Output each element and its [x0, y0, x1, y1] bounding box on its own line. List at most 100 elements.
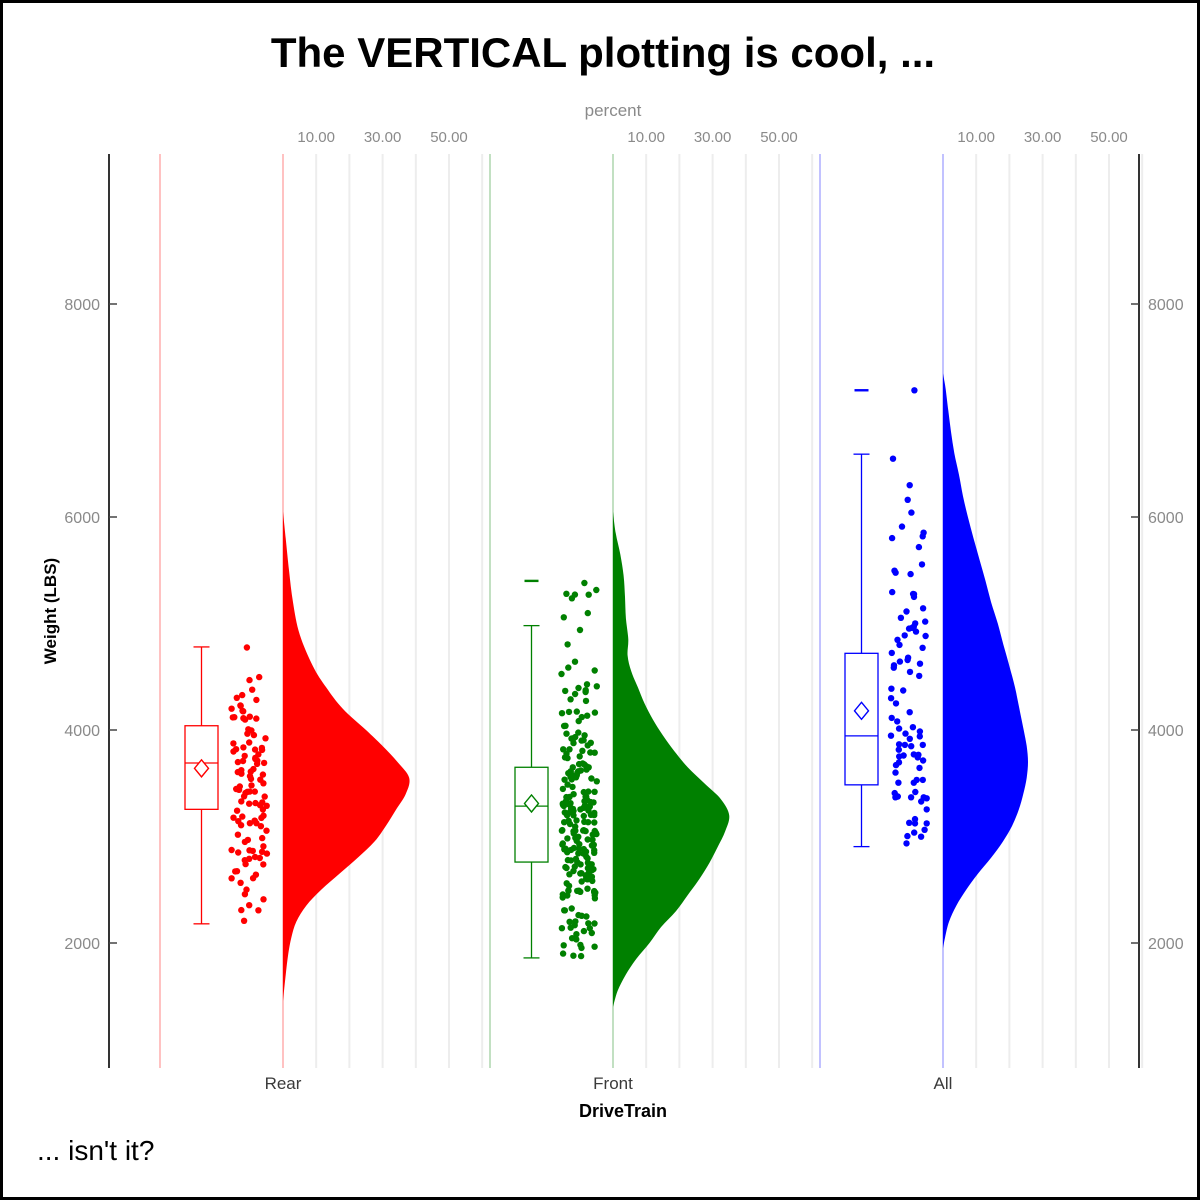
- category-tick-label: Rear: [265, 1074, 302, 1093]
- jitter-point: [564, 892, 571, 899]
- jitter-point: [241, 716, 249, 723]
- percent-tick-label: 10.00: [627, 129, 665, 146]
- jitter-point: [906, 482, 913, 489]
- jitter-point: [916, 764, 923, 772]
- jitter-point: [235, 786, 243, 793]
- jitter-point: [232, 746, 240, 753]
- jitter-point: [583, 853, 590, 860]
- jitter-point: [582, 697, 590, 705]
- jitter-point: [911, 820, 919, 827]
- jitter-point: [588, 775, 595, 782]
- jitter-point: [246, 788, 253, 795]
- jitter-point: [578, 944, 585, 952]
- jitter-point: [244, 836, 252, 844]
- jitter-point: [895, 746, 902, 753]
- jitter-point: [918, 561, 926, 568]
- jitter-point: [591, 788, 598, 795]
- half-violin-front: [613, 511, 730, 1007]
- percent-tick-label: 30.00: [364, 129, 402, 146]
- jitter-point: [887, 695, 895, 702]
- category-tick-label: All: [934, 1074, 953, 1093]
- jitter-point: [891, 567, 898, 574]
- jitter-point: [565, 887, 572, 894]
- jitter-point: [237, 822, 245, 829]
- raincloud-plot-canvas: 2000 4000 6000 8000 2000 4000 6000 8000 10.00 30.…: [64, 129, 1184, 1093]
- jitter-point: [902, 730, 909, 737]
- jitter-point: [573, 931, 580, 938]
- jitter-point: [560, 746, 567, 753]
- jitter-point: [563, 793, 570, 801]
- jitter-point: [560, 614, 567, 621]
- jitter-point: [916, 660, 924, 667]
- jitter-point: [564, 754, 571, 762]
- jitter-point: [251, 788, 258, 795]
- jitter-point: [915, 543, 923, 551]
- jitter-point: [892, 794, 899, 801]
- jitter-point: [564, 781, 571, 788]
- jitter-point: [912, 628, 920, 635]
- jitter-point: [241, 891, 249, 898]
- jitter-point: [577, 952, 585, 960]
- percent-tick-label: 50.00: [1090, 129, 1128, 146]
- jitter-point: [589, 836, 596, 843]
- jitter-point: [584, 609, 591, 617]
- jitter-point: [892, 769, 899, 776]
- jitter-point: [572, 823, 579, 830]
- jitter-point: [560, 942, 567, 949]
- jitter-point: [580, 804, 587, 811]
- jitter-point: [571, 863, 578, 870]
- jitter-point: [923, 795, 930, 802]
- right-axis-tick-label: 6000: [1148, 510, 1184, 527]
- jitter-point: [919, 757, 927, 764]
- jitter-point: [916, 733, 923, 740]
- jitter-point: [246, 676, 253, 684]
- jitter-point: [233, 868, 241, 875]
- jitter-point: [593, 778, 600, 785]
- jitter-point: [916, 728, 924, 735]
- jitter-point: [894, 718, 901, 725]
- jitter-point: [251, 746, 259, 753]
- jitter-point: [588, 842, 596, 849]
- jitter-point: [593, 586, 600, 594]
- jitter-point: [577, 767, 585, 774]
- jitter-point: [894, 636, 901, 643]
- jitter-point: [562, 722, 569, 729]
- right-axis-tick-label: 8000: [1148, 297, 1184, 314]
- jitter-point: [586, 925, 593, 932]
- percent-tick-label: 10.00: [957, 129, 995, 146]
- jitter-point: [922, 618, 929, 625]
- jitter-point: [896, 658, 904, 665]
- mean-diamond: [853, 701, 870, 721]
- jitter-point: [252, 871, 260, 878]
- box-front: [514, 766, 549, 863]
- jitter-point: [910, 779, 917, 786]
- jitter-point: [917, 833, 925, 840]
- jitter-point: [582, 687, 589, 694]
- jitter-point: [896, 641, 903, 649]
- jitter-point: [919, 533, 926, 540]
- jitter-point: [591, 709, 599, 716]
- jitter-point: [908, 509, 915, 516]
- jitter-point: [904, 832, 911, 840]
- jitter-point: [558, 827, 566, 834]
- jitter-point: [249, 686, 256, 693]
- footer-note: ... isn't it?: [37, 1135, 155, 1166]
- jitter-point: [570, 952, 577, 959]
- jitter-point: [262, 735, 269, 742]
- jitter-point: [572, 918, 579, 925]
- jitter-point: [591, 887, 598, 895]
- jitter-point: [581, 732, 588, 739]
- jitter-point: [585, 591, 592, 598]
- jitter-point: [237, 879, 244, 886]
- jitter-point: [575, 833, 582, 840]
- category-tick-label: Front: [593, 1074, 633, 1093]
- jitter-point: [587, 749, 594, 756]
- percent-tick-label: 30.00: [1024, 129, 1062, 146]
- jitter-point: [575, 729, 582, 736]
- jitter-point: [906, 735, 913, 742]
- jitter-point: [888, 534, 896, 542]
- jitter-point: [575, 684, 582, 692]
- jitter-point: [919, 644, 926, 651]
- jitter-point: [591, 811, 598, 819]
- jitter-point: [237, 702, 244, 710]
